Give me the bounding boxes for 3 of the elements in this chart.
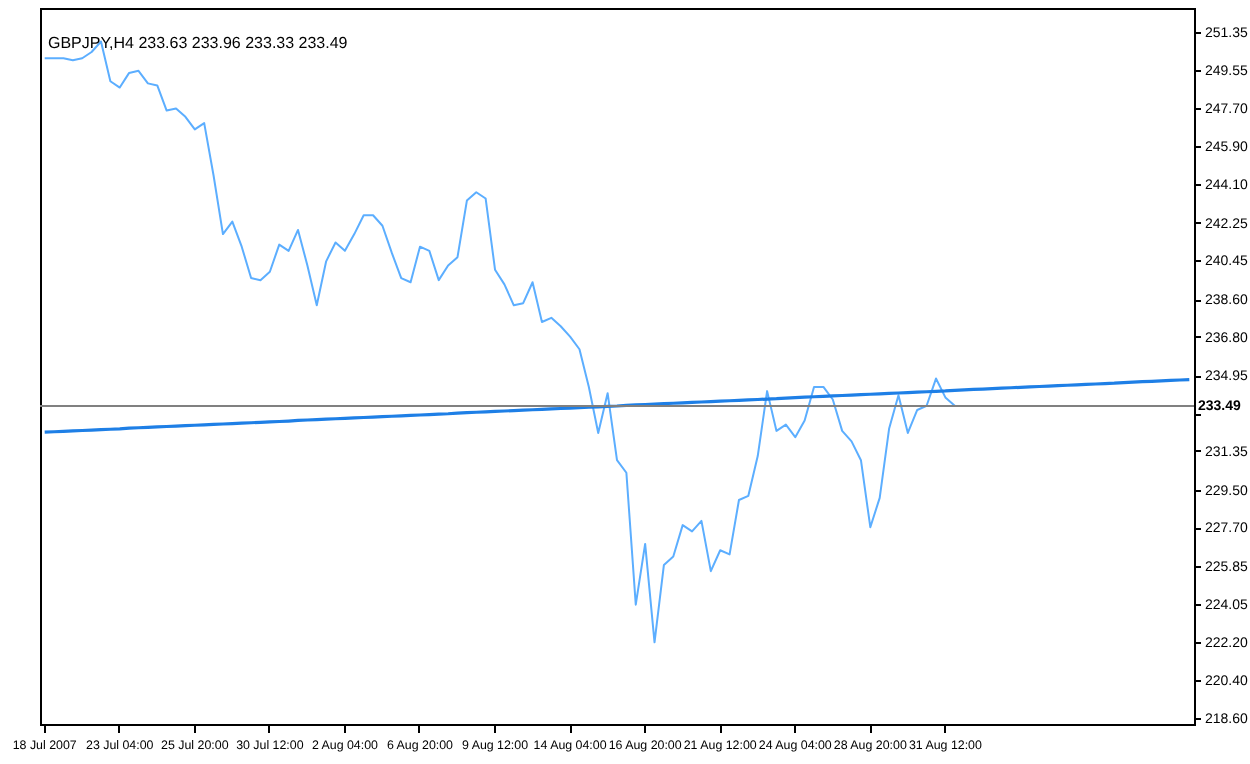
text: GBPJPY,H4 233.63 233.96 233.33 233.49 [48, 34, 349, 52]
line-series [43, 40, 956, 644]
line-series [43, 378, 1191, 434]
